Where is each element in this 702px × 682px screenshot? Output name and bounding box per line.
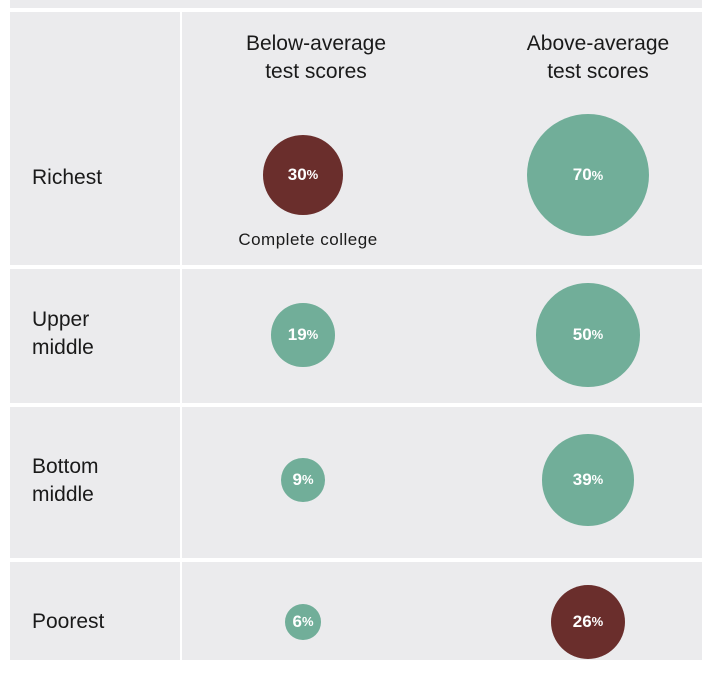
bubble-r0-c1: 70% (527, 114, 649, 236)
bubble-percent-sign: % (591, 472, 604, 488)
bubble-value: 70 (572, 165, 592, 184)
bubble-r3-c1: 26% (550, 584, 626, 660)
row-label-richest: Richest (32, 166, 103, 189)
bubble-r2-c0: 9% (281, 458, 325, 502)
bubble-r3-c0: 6% (285, 604, 321, 640)
column-header-below-average: Below-average test scores (245, 32, 387, 83)
bubble-value: 9 (292, 469, 302, 489)
bubble-r1-c1: 50% (536, 283, 640, 387)
bubble-r1-c0: 19% (271, 303, 335, 367)
row-label-poorest: Poorest (32, 610, 105, 633)
bubble-percent-sign: % (591, 327, 604, 343)
bubble-percent-sign: % (301, 614, 314, 630)
bubble-value: 39 (572, 469, 592, 489)
row-label-bottom-middle: Bottom middle (32, 455, 99, 506)
bubble-percent-sign: % (306, 327, 319, 343)
grid-line-row-3 (10, 558, 702, 562)
bubble-chart: Below-average test scores Above-average … (10, 0, 702, 680)
bubble-percent-sign: % (301, 472, 314, 488)
bubble-value: 19 (287, 324, 307, 344)
grid-line-row-2 (10, 403, 702, 407)
bubble-percent-sign: % (591, 614, 604, 630)
bubble-value: 30 (287, 164, 307, 184)
bubble-percent-sign: % (591, 167, 604, 183)
grid-line-vertical (180, 12, 182, 680)
bubble-value: 26 (572, 611, 592, 631)
bubble-r0-c0: 30% (263, 135, 343, 215)
bubble-r2-c1: 39% (542, 434, 634, 526)
bubble-value: 50 (572, 324, 592, 344)
row-label-upper-middle: Upper middle (32, 308, 94, 359)
grid-line-top (10, 8, 702, 12)
grid-line-row-1 (10, 265, 702, 269)
annotation-complete-college: Complete college (238, 230, 378, 249)
bubble-percent-sign: % (306, 167, 319, 183)
column-header-above-average: Above-average test scores (526, 32, 670, 83)
bubble-value: 6 (292, 611, 302, 631)
